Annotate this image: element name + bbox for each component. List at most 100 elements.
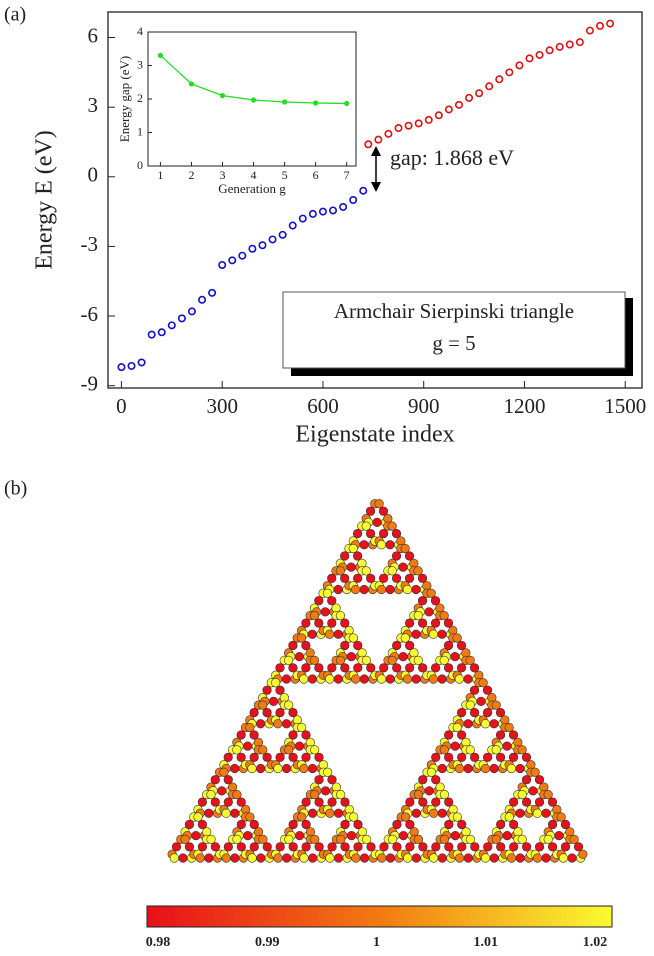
atom	[171, 842, 182, 852]
atom	[439, 745, 449, 755]
atom	[465, 655, 475, 665]
atom	[288, 752, 298, 762]
data-point	[208, 288, 217, 297]
atom	[249, 707, 259, 718]
data-point	[198, 295, 207, 304]
data-point	[596, 21, 605, 30]
data-point	[444, 105, 453, 114]
data-point	[298, 214, 307, 223]
gap-point	[313, 100, 319, 106]
colorbar-tick-label: 0.98	[146, 935, 171, 950]
data-point	[495, 75, 504, 84]
atom	[431, 775, 441, 785]
atom	[385, 674, 395, 684]
y-tick-label: 6	[88, 23, 99, 47]
atom	[284, 655, 294, 665]
atom	[372, 517, 382, 527]
atom	[457, 819, 467, 830]
atom	[469, 663, 480, 673]
atom	[365, 506, 376, 516]
atom	[301, 819, 311, 830]
atom	[517, 834, 527, 844]
atom	[288, 730, 298, 740]
atom	[480, 719, 490, 729]
atom	[515, 763, 525, 774]
atom	[515, 853, 525, 863]
atom	[534, 797, 545, 807]
atom	[232, 834, 242, 844]
x-tick-label: 4	[251, 168, 257, 182]
atom	[476, 696, 486, 706]
atom	[284, 834, 294, 844]
y-axis-label: Energy gap (eV)	[117, 56, 132, 142]
atom	[376, 540, 386, 550]
atom	[569, 834, 579, 844]
data-point	[424, 115, 433, 124]
atom	[206, 790, 216, 800]
atom	[377, 853, 387, 863]
atom	[230, 763, 240, 774]
atom	[297, 812, 307, 822]
atom	[340, 663, 350, 673]
atom	[465, 834, 476, 844]
atom	[411, 853, 422, 863]
data-point	[545, 46, 554, 55]
y-tick-label: 3	[88, 93, 99, 117]
atom	[249, 842, 259, 852]
atom	[491, 700, 501, 710]
atom	[256, 763, 266, 774]
atom	[245, 812, 255, 822]
atom	[353, 573, 363, 583]
atom	[307, 674, 318, 684]
data-point	[258, 241, 267, 250]
atom	[391, 551, 402, 561]
atom	[411, 629, 421, 639]
data-point	[359, 186, 368, 195]
x-tick-label: 0	[116, 394, 127, 418]
atom	[346, 652, 356, 662]
atom	[443, 663, 454, 673]
atom	[573, 842, 584, 852]
atom	[430, 596, 441, 606]
y-tick-label: 4	[137, 24, 143, 38]
atom	[452, 633, 462, 643]
atom	[333, 853, 344, 863]
atom	[470, 842, 480, 852]
atom	[454, 674, 464, 684]
atom	[491, 745, 501, 755]
atom	[506, 853, 517, 863]
atom	[431, 752, 441, 762]
colorbar	[146, 905, 613, 928]
atom	[351, 853, 361, 863]
atom	[450, 831, 460, 841]
atom	[431, 797, 441, 807]
x-tick-label: 300	[206, 394, 238, 418]
atom	[366, 842, 376, 852]
atom	[314, 752, 324, 762]
atom	[392, 842, 402, 852]
atom	[230, 853, 240, 863]
colorbar-tick-label: 1	[373, 935, 380, 950]
data-point	[555, 42, 564, 51]
data-point	[167, 321, 176, 330]
atom	[541, 808, 551, 818]
atom	[273, 763, 283, 774]
atom	[275, 842, 285, 852]
atom	[281, 674, 292, 684]
x-tick-label: 1500	[604, 394, 646, 418]
atom	[405, 819, 415, 830]
atom	[426, 767, 437, 777]
atom	[404, 573, 415, 583]
atom	[452, 722, 462, 733]
atom	[506, 763, 516, 774]
atom	[281, 719, 292, 729]
atom	[336, 834, 346, 844]
atom	[495, 730, 506, 740]
atom	[489, 853, 499, 863]
atom	[489, 719, 499, 729]
atom	[273, 853, 283, 863]
atom	[359, 853, 370, 863]
atom	[532, 853, 543, 863]
atom	[443, 618, 454, 628]
sierpinski-triangle	[167, 499, 588, 863]
